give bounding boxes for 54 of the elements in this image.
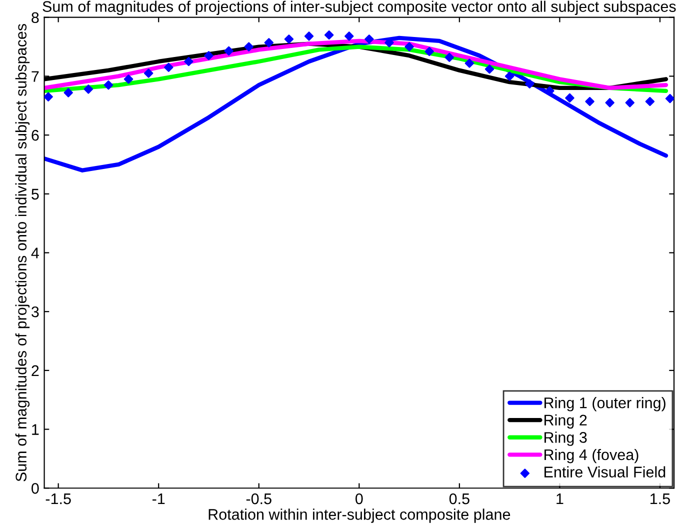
point [104, 80, 114, 90]
x-tick-label: 1 [556, 494, 564, 504]
point [404, 42, 414, 52]
legend-label: Entire Visual Field [544, 466, 666, 478]
point [324, 30, 334, 40]
point [344, 32, 354, 41]
legend-label: Ring 3 [544, 432, 587, 446]
point [184, 56, 194, 66]
point [124, 74, 134, 84]
y-tick-label: 8 [32, 12, 39, 24]
x-tick-label: 0 [355, 493, 363, 504]
point [44, 92, 53, 102]
point [164, 62, 174, 72]
point [84, 84, 94, 94]
point [585, 96, 594, 106]
x-axis-title: Rotation within inter-subject composite plane [208, 508, 510, 523]
x-tick-label: -0.5 [246, 493, 272, 504]
y-tick-label: 2 [32, 365, 39, 376]
point [284, 34, 294, 44]
point [565, 93, 574, 103]
legend-label: Ring 1 (outer ring) [544, 397, 666, 412]
point [304, 32, 314, 41]
point [464, 58, 474, 68]
point [484, 64, 494, 74]
y-tick-label: 7 [32, 71, 39, 82]
y-tick-label: 6 [32, 130, 39, 141]
legend-label: Ring 4 (fovea) [544, 448, 638, 464]
point [204, 50, 214, 60]
y-tick-label: 3 [32, 306, 39, 318]
point [264, 38, 274, 48]
y-tick-label: 0 [32, 482, 39, 494]
point [444, 52, 454, 62]
y-tick-label: 4 [31, 248, 39, 258]
point [504, 72, 514, 81]
x-tick-label: 1.5 [650, 494, 670, 504]
point [244, 42, 254, 52]
y-tick-label: 5 [32, 188, 39, 200]
x-tick-label: -1 [152, 494, 165, 504]
point [424, 46, 434, 56]
point [224, 46, 234, 56]
point [64, 88, 73, 98]
y-tick-label: 1 [32, 424, 39, 435]
y-axis-title: Sum of magnitudes of projections onto individual subject subspaces [15, 24, 30, 482]
point [605, 98, 614, 108]
x-tick-label: 0.5 [449, 493, 470, 504]
point [645, 96, 655, 106]
point [665, 94, 674, 104]
chart-title: Sum of magnitudes of projections of inter-subject composite vector onto all subject subspaces [42, 0, 676, 15]
point [524, 79, 534, 88]
point [364, 34, 374, 44]
point [144, 68, 154, 78]
point [625, 98, 635, 108]
legend-label: Ring 2 [544, 414, 587, 429]
x-tick-label: -1.5 [46, 494, 71, 504]
